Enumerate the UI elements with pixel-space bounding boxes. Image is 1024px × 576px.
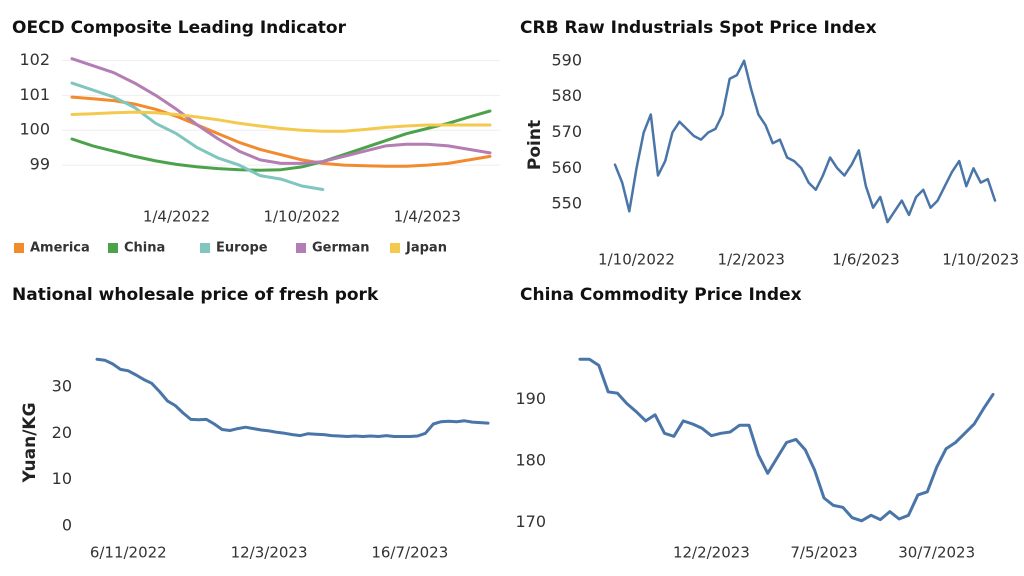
x-tick-label: 7/5/2023 (790, 544, 857, 562)
series-line (70, 81, 325, 191)
chart-title: China Commodity Price Index (520, 285, 802, 305)
legend-label: Japan (405, 241, 447, 256)
y-tick-label: 10 (52, 469, 72, 488)
y-tick-label: 180 (515, 451, 546, 470)
x-tick-label: 16/7/2023 (371, 544, 448, 562)
x-tick-label: 1/10/2022 (263, 208, 340, 226)
data-line (613, 59, 997, 224)
legend-swatch (200, 243, 210, 253)
chart-title: CRB Raw Industrials Spot Price Index (520, 18, 877, 38)
y-tick-label: 590 (551, 50, 582, 69)
x-tick-label: 30/7/2023 (898, 544, 975, 562)
legend-label: Europe (216, 241, 268, 256)
series-line (70, 57, 492, 165)
y-tick-label: 30 (52, 377, 72, 396)
data-line (578, 357, 995, 523)
legend-label: America (30, 241, 90, 256)
y-tick-label: 100 (19, 120, 50, 139)
series-line (70, 95, 492, 168)
series-line (70, 110, 492, 133)
legend-label: China (124, 241, 165, 256)
y-axis-label: Point (525, 120, 545, 170)
legend-label: German (312, 241, 369, 256)
x-tick-label: 12/2/2023 (673, 544, 750, 562)
y-tick-label: 570 (551, 122, 582, 141)
y-tick-label: 102 (19, 50, 50, 69)
y-tick-label: 20 (52, 423, 72, 442)
x-tick-label: 1/4/2023 (394, 208, 461, 226)
x-tick-label: 1/4/2022 (143, 208, 210, 226)
chart-title: OECD Composite Leading Indicator (12, 18, 347, 38)
y-tick-label: 550 (551, 194, 582, 213)
x-tick-label: 1/10/2022 (598, 251, 675, 269)
y-tick-label: 560 (551, 158, 582, 177)
y-tick-label: 99 (30, 155, 50, 174)
chart-title: National wholesale price of fresh pork (12, 285, 379, 305)
legend-swatch (296, 243, 306, 253)
y-tick-label: 101 (19, 85, 50, 104)
y-tick-label: 190 (515, 389, 546, 408)
x-tick-label: 12/3/2023 (231, 544, 308, 562)
x-tick-label: 1/6/2023 (832, 251, 899, 269)
y-tick-label: 580 (551, 86, 582, 105)
data-line (95, 357, 490, 438)
legend-swatch (14, 243, 24, 253)
x-tick-label: 1/2/2023 (718, 251, 785, 269)
legend-swatch (108, 243, 118, 253)
x-tick-label: 1/10/2023 (942, 251, 1019, 269)
y-tick-label: 0 (62, 515, 72, 534)
y-axis-label: Yuan/KG (20, 402, 40, 483)
y-tick-label: 170 (515, 512, 546, 531)
x-tick-label: 6/11/2022 (90, 544, 167, 562)
legend-swatch (390, 243, 400, 253)
series-line (70, 109, 492, 172)
